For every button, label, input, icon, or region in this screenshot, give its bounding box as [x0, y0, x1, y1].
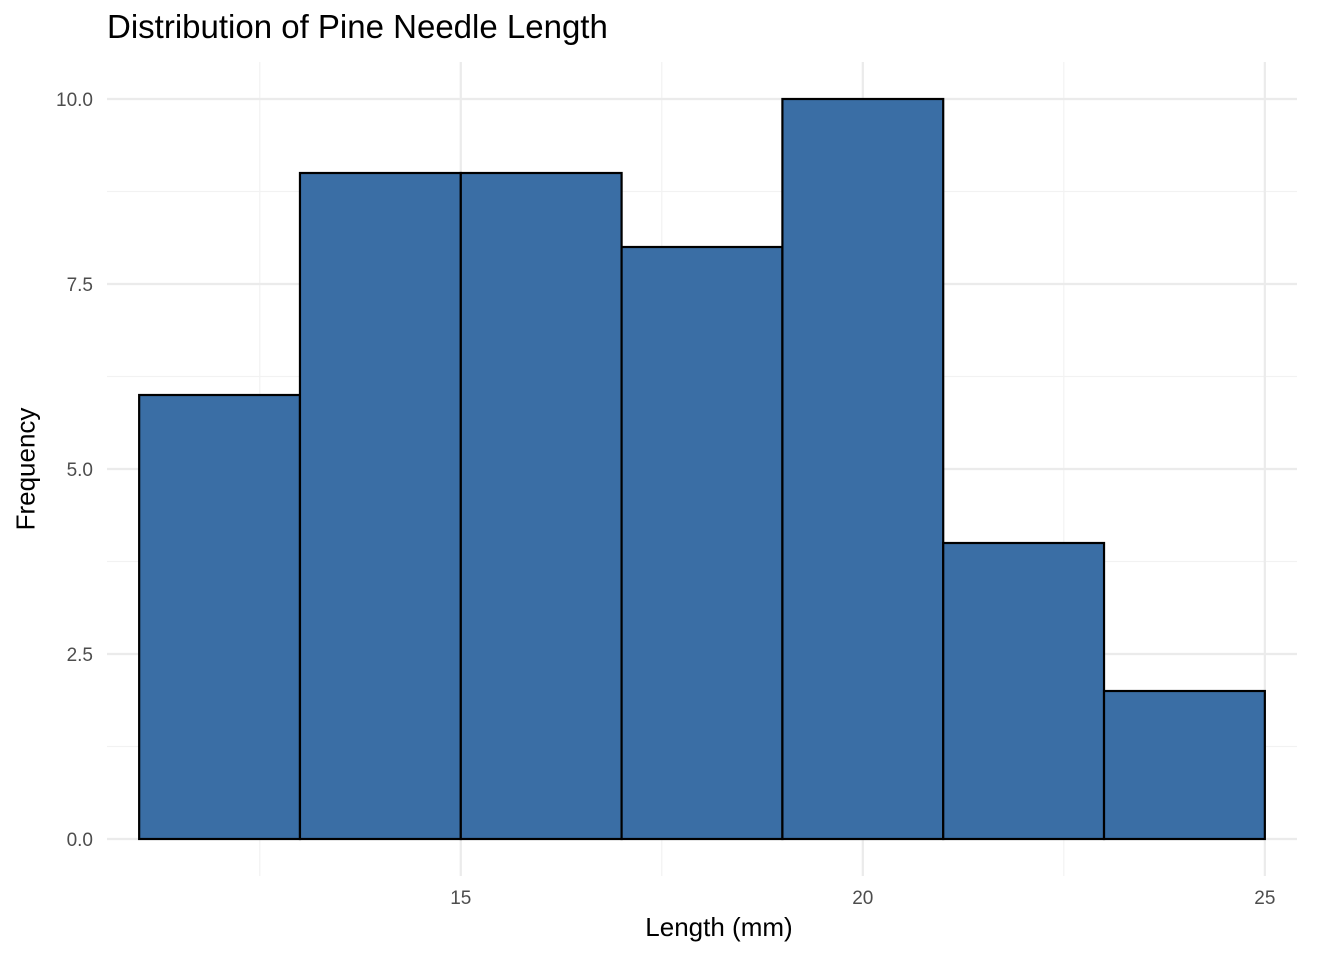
y-tick-label: 5.0: [67, 460, 93, 481]
histogram-bar: [781, 97, 945, 841]
x-axis-label: Length (mm): [645, 912, 793, 942]
x-tick-label: 25: [1254, 888, 1275, 909]
histogram-bar: [620, 245, 784, 841]
histogram-bar: [459, 171, 623, 841]
histogram-bar: [298, 171, 462, 841]
y-axis-label: Frequency: [10, 407, 41, 531]
histogram-bar: [1102, 689, 1266, 841]
x-tick-label: 20: [852, 888, 873, 909]
y-tick-label: 2.5: [67, 645, 93, 666]
histogram-bar: [138, 393, 302, 841]
y-tick-label: 10.0: [56, 90, 93, 111]
chart-title: Distribution of Pine Needle Length: [107, 8, 608, 45]
x-tick-label: 15: [450, 888, 471, 909]
y-tick-label: 7.5: [67, 275, 93, 296]
y-tick-label: 0.0: [67, 830, 93, 851]
histogram-bar: [942, 541, 1106, 841]
